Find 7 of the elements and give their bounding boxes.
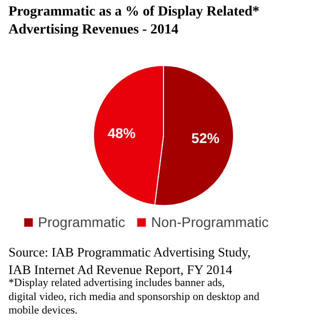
data-label: 48%: [108, 124, 136, 141]
legend-label: Programmatic: [38, 214, 126, 230]
chart-title: Programmatic as a % of Display Related* Advertising Revenues - 2014: [8, 4, 260, 38]
source-note: Source: IAB Programmatic Advertising Study, IAB Internet Ad Revenue Report, FY 2014: [8, 244, 251, 277]
data-label: 52%: [191, 130, 220, 146]
text: *Display related advertising includes banner ads, digital video, rich media and sponsorship on desktop and mobile devices.: [8, 277, 260, 317]
legend-label: Non-Programmatic: [151, 214, 269, 230]
